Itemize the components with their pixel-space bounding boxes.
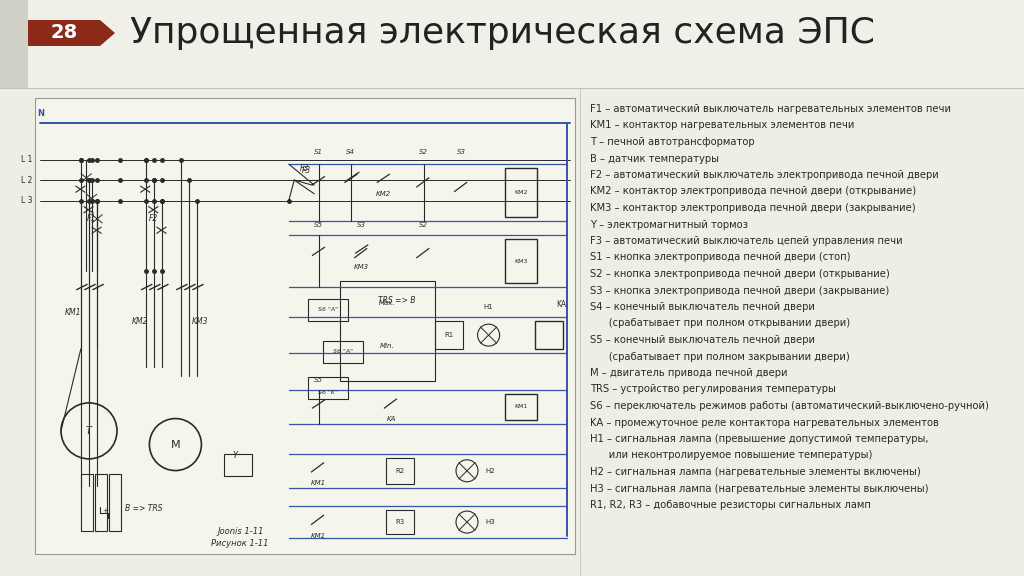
Text: L 1: L 1 xyxy=(20,155,33,164)
Bar xyxy=(505,394,537,420)
Text: S6 "A": S6 "A" xyxy=(317,307,338,312)
Bar xyxy=(307,299,348,321)
Text: +: + xyxy=(101,508,108,514)
Text: S5: S5 xyxy=(314,377,323,383)
Text: H3 – сигнальная лампа (нагревательные элементы выключены): H3 – сигнальная лампа (нагревательные эл… xyxy=(590,483,929,494)
Text: TRS => B: TRS => B xyxy=(378,297,416,305)
Text: 28: 28 xyxy=(50,24,78,43)
Bar xyxy=(81,474,93,531)
Text: KM3 – контактор электропривода печной двери (закрывание): KM3 – контактор электропривода печной дв… xyxy=(590,203,915,213)
Text: F1 – автоматический выключатель нагревательных элементов печи: F1 – автоматический выключатель нагреват… xyxy=(590,104,951,114)
Text: S1 – кнопка электропривода печной двери (стоп): S1 – кнопка электропривода печной двери … xyxy=(590,252,851,263)
Text: S1: S1 xyxy=(314,149,323,155)
Bar xyxy=(307,377,348,399)
Text: KA – промежуточное реле контактора нагревательных элементов: KA – промежуточное реле контактора нагре… xyxy=(590,418,939,427)
Text: KM3: KM3 xyxy=(514,259,527,264)
Bar xyxy=(109,474,121,531)
Text: S5 – конечный выключатель печной двери: S5 – конечный выключатель печной двери xyxy=(590,335,815,345)
Text: KM1: KM1 xyxy=(514,404,527,410)
Bar xyxy=(0,0,28,576)
Bar xyxy=(340,281,435,381)
Text: S2: S2 xyxy=(419,222,428,228)
Text: KM3: KM3 xyxy=(354,264,370,270)
Text: или неконтролируемое повышение температуры): или неконтролируемое повышение температу… xyxy=(590,450,872,460)
Text: S3 – кнопка электропривода печной двери (закрывание): S3 – кнопка электропривода печной двери … xyxy=(590,286,889,295)
Text: S5: S5 xyxy=(314,222,323,228)
Text: KM3: KM3 xyxy=(191,317,208,326)
Text: T – печной автотрансформатор: T – печной автотрансформатор xyxy=(590,137,755,147)
Text: R3: R3 xyxy=(395,519,404,525)
Bar xyxy=(386,510,414,534)
Bar xyxy=(95,474,106,531)
Text: KM1: KM1 xyxy=(65,308,81,317)
Text: R2: R2 xyxy=(395,468,404,474)
Text: Мах.: Мах. xyxy=(379,300,396,306)
Text: S6 "A": S6 "A" xyxy=(333,348,352,354)
Text: F1: F1 xyxy=(87,214,96,223)
Text: S3: S3 xyxy=(457,149,466,155)
Text: KM1: KM1 xyxy=(311,480,326,486)
Text: S2: S2 xyxy=(419,149,428,155)
Text: Рисунок 1-11: Рисунок 1-11 xyxy=(211,540,269,548)
Text: F3 – автоматический выключатель цепей управления печи: F3 – автоматический выключатель цепей уп… xyxy=(590,236,902,246)
Text: S6 "K": S6 "K" xyxy=(317,389,338,395)
Text: M – двигатель привода печной двери: M – двигатель привода печной двери xyxy=(590,368,787,378)
Text: H2 – сигнальная лампа (нагревательные элементы включены): H2 – сигнальная лампа (нагревательные эл… xyxy=(590,467,921,477)
Text: B – датчик температуры: B – датчик температуры xyxy=(590,153,719,164)
Text: L 2: L 2 xyxy=(20,176,33,184)
Text: T: T xyxy=(86,426,92,436)
Text: KM1: KM1 xyxy=(311,533,326,539)
Bar xyxy=(35,98,575,554)
Bar xyxy=(434,321,463,350)
Text: F2 – автоматический выключатель электропривода печной двери: F2 – автоматический выключатель электроп… xyxy=(590,170,939,180)
Text: (срабатывает при полном открывании двери): (срабатывает при полном открывании двери… xyxy=(590,319,850,328)
Text: S6 – переключатель режимов работы (автоматический-выключено-ручной): S6 – переключатель режимов работы (автом… xyxy=(590,401,989,411)
Text: KM2: KM2 xyxy=(514,190,527,195)
Bar xyxy=(0,0,1024,86)
Text: H1: H1 xyxy=(483,304,494,310)
Bar xyxy=(0,88,1024,576)
Bar xyxy=(323,341,362,363)
Text: KM2: KM2 xyxy=(376,191,391,197)
Text: F2: F2 xyxy=(150,214,159,223)
Text: (срабатывает при полном закрывании двери): (срабатывает при полном закрывании двери… xyxy=(590,351,850,362)
Bar xyxy=(535,321,562,350)
Text: M: M xyxy=(171,439,180,449)
Text: KM2 – контактор электропривода печной двери (открывание): KM2 – контактор электропривода печной дв… xyxy=(590,187,916,196)
Text: KM2: KM2 xyxy=(132,317,148,326)
Text: S3: S3 xyxy=(357,222,367,228)
Text: KA: KA xyxy=(556,300,566,309)
Text: S2 – кнопка электропривода печной двери (открывание): S2 – кнопка электропривода печной двери … xyxy=(590,269,890,279)
Text: L 3: L 3 xyxy=(20,196,33,205)
Text: B => TRS: B => TRS xyxy=(125,505,162,513)
Text: R1: R1 xyxy=(444,332,454,338)
Text: H2: H2 xyxy=(485,468,495,474)
Text: R1, R2, R3 – добавочные резисторы сигнальных ламп: R1, R2, R3 – добавочные резисторы сигнал… xyxy=(590,500,870,510)
Text: S4: S4 xyxy=(346,149,355,155)
Bar xyxy=(505,168,537,217)
Text: Y – электромагнитный тормоз: Y – электромагнитный тормоз xyxy=(590,219,748,229)
Text: TRS – устройство регулирования температуры: TRS – устройство регулирования температу… xyxy=(590,385,836,395)
Text: N: N xyxy=(37,109,44,119)
Text: F3: F3 xyxy=(300,164,309,173)
Bar xyxy=(505,239,537,283)
Text: Y: Y xyxy=(232,452,238,460)
Text: Joonis 1-11: Joonis 1-11 xyxy=(217,528,263,536)
Text: Упрощенная электрическая схема ЭПС: Упрощенная электрическая схема ЭПС xyxy=(130,16,874,50)
Text: H1 – сигнальная лампа (превышение допустимой температуры,: H1 – сигнальная лампа (превышение допуст… xyxy=(590,434,929,444)
Bar xyxy=(224,454,252,476)
Text: H3: H3 xyxy=(485,519,495,525)
Text: Min.: Min. xyxy=(380,343,395,348)
Bar xyxy=(386,458,414,484)
Text: KM1 – контактор нагревательных элементов печи: KM1 – контактор нагревательных элементов… xyxy=(590,120,854,131)
Text: S4 – конечный выключатель печной двери: S4 – конечный выключатель печной двери xyxy=(590,302,815,312)
Text: KA: KA xyxy=(387,416,396,422)
Text: F3: F3 xyxy=(302,165,311,175)
Polygon shape xyxy=(28,20,115,46)
